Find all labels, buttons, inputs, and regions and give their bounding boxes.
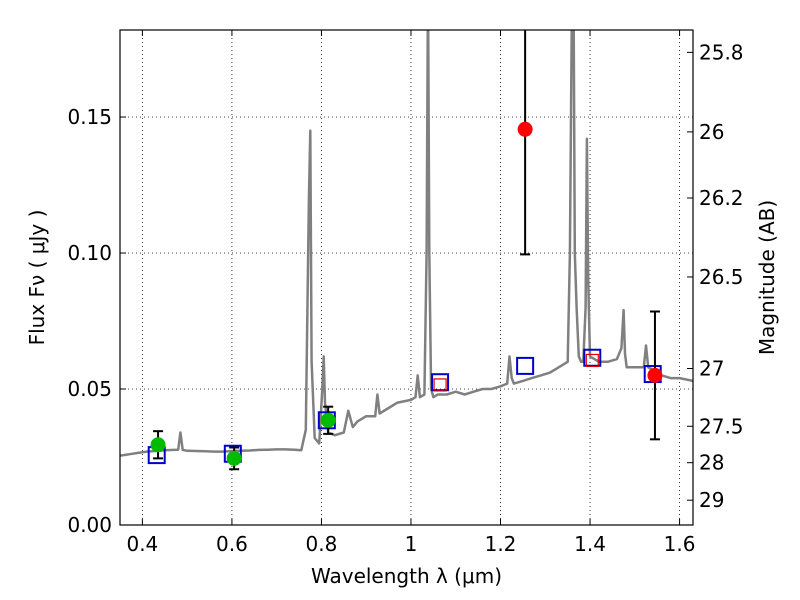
y2-tick-label: 26	[699, 120, 724, 144]
axis-ticks: 0.4 0.6 0.8 1 1.2 1.4 1.6 0.00 0.05 0.10 0.15 25.8 2…	[67, 30, 744, 556]
photometry-point	[150, 437, 166, 453]
x-tick-label: 1.2	[485, 532, 517, 556]
photometry-square	[583, 348, 602, 367]
x-tick-label: 1.4	[574, 532, 606, 556]
x-tick-label: 0.8	[306, 532, 338, 556]
x-tick-label: 1.6	[664, 532, 696, 556]
photometry-point	[517, 121, 533, 137]
y2-axis-label: Magnitude (AB)	[755, 200, 779, 355]
y2-tick-label: 26.2	[699, 186, 744, 210]
photometry-square	[433, 378, 447, 392]
grid	[120, 30, 693, 526]
x-tick-label: 1	[405, 532, 418, 556]
y2-tick-label: 25.8	[699, 40, 744, 64]
x-tick-label: 0.6	[216, 532, 248, 556]
y2-tick-label: 26.5	[699, 265, 744, 289]
y2-tick-label: 27.5	[699, 414, 744, 438]
y2-tick-label: 28	[699, 451, 724, 475]
y-tick-label: 0.10	[67, 241, 112, 265]
sed-model-line	[120, 30, 693, 457]
plot-frame	[119, 29, 694, 526]
plot-area	[120, 30, 693, 471]
y2-tick-label: 29	[699, 488, 724, 512]
x-axis-label: Wavelength λ (μm)	[311, 564, 502, 588]
y-tick-label: 0.15	[67, 105, 112, 129]
photometry-point	[320, 412, 336, 428]
x-tick-label: 0.4	[126, 532, 158, 556]
y-axis-label: Flux Fν ( μJy )	[25, 210, 49, 346]
y2-tick-label: 27	[699, 356, 724, 380]
photometry-square	[516, 356, 535, 375]
photometry-point	[226, 450, 242, 466]
y-tick-label: 0.00	[67, 513, 112, 537]
photometry-point	[647, 367, 663, 383]
photometry-square	[431, 373, 450, 392]
photometry-square	[585, 353, 599, 368]
y-tick-label: 0.05	[67, 377, 112, 401]
